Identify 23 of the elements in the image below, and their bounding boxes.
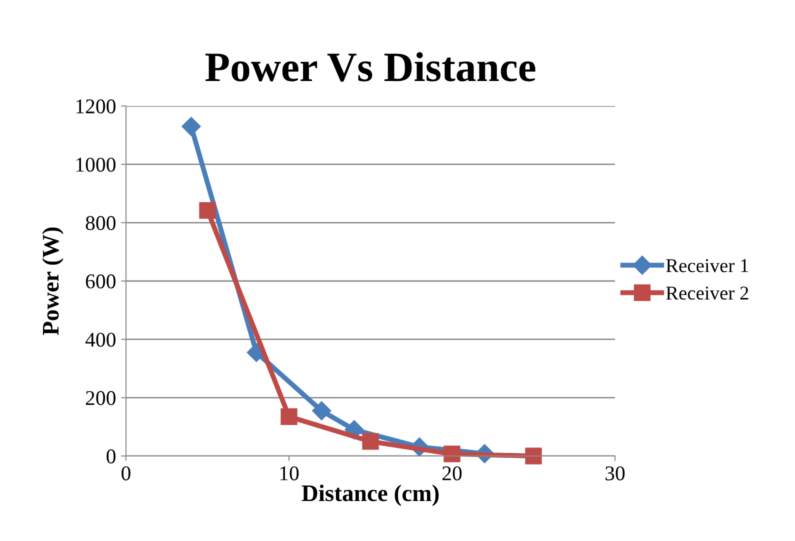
legend-label: Receiver 1 (666, 259, 748, 272)
chart-title: Power Vs Distance (205, 52, 536, 82)
x-tick-label: 20 (442, 466, 462, 480)
point (312, 401, 332, 420)
y-tick-label: 0 (106, 449, 116, 464)
y-tick-label: 400 (85, 332, 116, 347)
y-tick-label: 1000 (76, 158, 116, 172)
x-tick-label: 10 (280, 466, 299, 480)
legend-label: Receiver 2 (666, 286, 748, 300)
y-tick-label: 1200 (76, 99, 116, 114)
x-tick-label: 0 (122, 466, 130, 480)
point (525, 448, 542, 464)
x-tick-label: 30 (606, 466, 625, 480)
y-axis-title: Power (W) (42, 228, 64, 336)
point (199, 202, 216, 219)
y-tick-label: 800 (86, 216, 116, 230)
point (182, 116, 201, 136)
point (280, 408, 298, 425)
y-tick-label: 600 (86, 274, 116, 288)
y-tick-label: 200 (86, 391, 116, 406)
point (444, 446, 460, 462)
point (362, 433, 379, 450)
x-axis-title: Distance (cm) (302, 484, 439, 506)
